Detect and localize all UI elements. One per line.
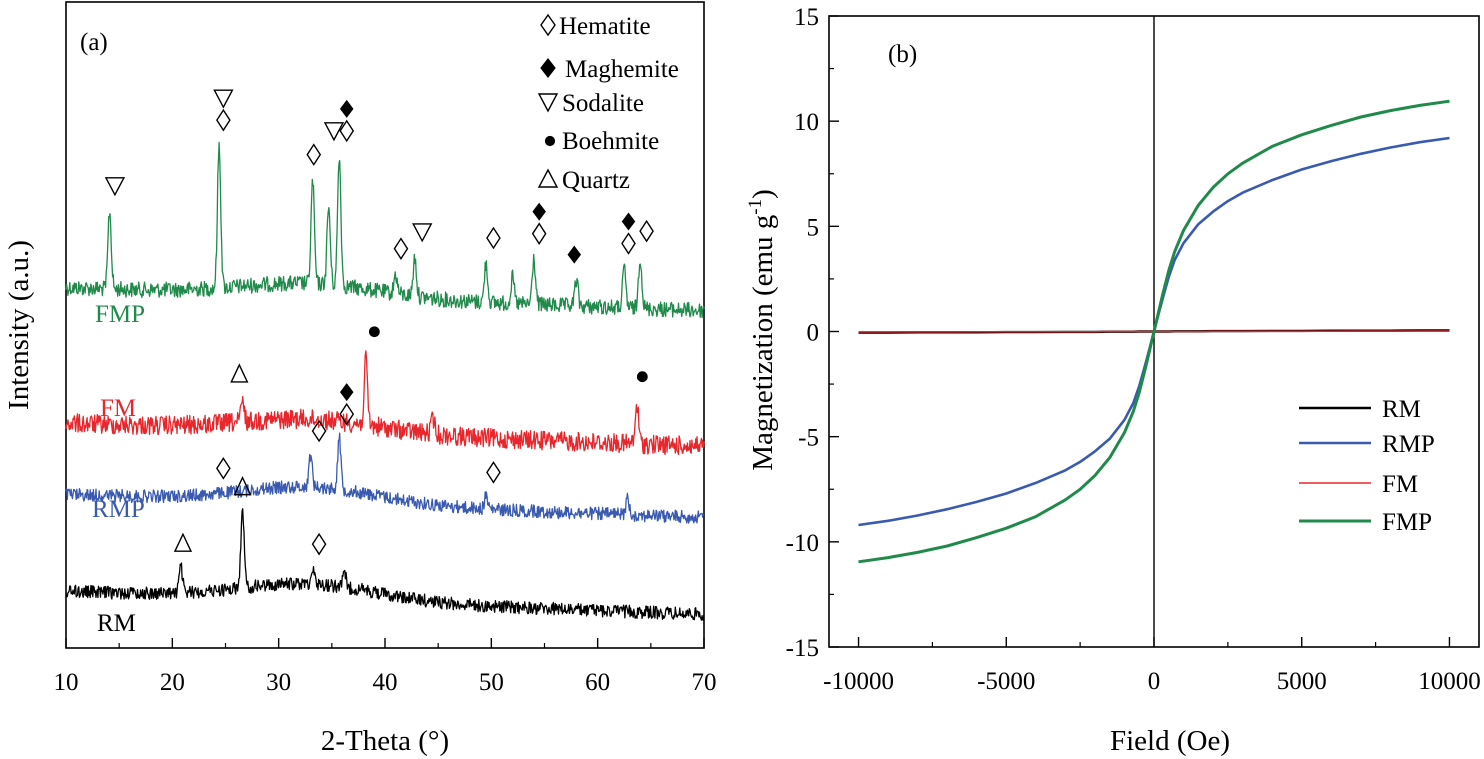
maghemite-marker [339, 383, 354, 402]
quartz-marker [173, 532, 193, 552]
legend-hematite-label: Hematite [559, 13, 651, 40]
xrd-x-tick-label: 40 [373, 669, 398, 696]
hematite-marker [306, 143, 322, 166]
hematite-marker [339, 402, 355, 426]
hematite-marker [311, 419, 327, 443]
maghemite-marker [621, 212, 636, 231]
xrd-panel-tag: (a) [80, 29, 108, 56]
legend-rmp-label: RMP [1382, 431, 1435, 458]
vsm-x-tick-label: 10000 [1418, 668, 1481, 695]
legend-quartz-label: Quartz [562, 167, 630, 194]
hematite-marker [621, 232, 636, 255]
vsm-axis-ticks: -10000 -5000 0 5000 10000 -15 -10 -5 0 5 10 15 [786, 4, 1481, 695]
legend-fmp-label: FMP [1382, 509, 1432, 536]
xrd-series-rmp [65, 432, 705, 524]
xrd-label-rmp: RMP [92, 496, 145, 523]
hematite-marker [216, 457, 231, 480]
legend-boehmite-label: Boehmite [562, 128, 659, 155]
xrd-x-tick-label: 20 [160, 669, 185, 696]
maghemite-marker [567, 245, 582, 264]
boehmite-marker [368, 326, 380, 338]
xrd-label-fmp: FMP [95, 301, 145, 328]
sodalite-marker [104, 177, 126, 197]
legend-open-triangle-up-icon [537, 168, 559, 188]
legend-rm-label: RM [1382, 396, 1421, 423]
vsm-y-axis-title-main: Magnetization (emu g [747, 215, 779, 471]
hematite-marker [639, 219, 654, 243]
xrd-y-axis-title: Intensity (a.u.) [3, 240, 35, 410]
legend-open-triangle-down-icon [537, 93, 559, 113]
boehmite-marker [636, 371, 648, 383]
xrd-x-tick-label: 30 [266, 669, 291, 696]
xrd-x-tick-label: 10 [54, 669, 79, 696]
hematite-marker [486, 461, 501, 484]
hematite-marker [311, 532, 327, 556]
vsm-x-tick-label: -5000 [977, 668, 1035, 695]
sodalite-marker [323, 122, 345, 142]
xrd-series-labels: FMP FM RMP RM [92, 301, 145, 637]
magnetization-panel: (b) -10000 -5000 0 5000 10000-15-10-5051015 … [745, 4, 1481, 757]
legend-fm-label: FM [1382, 471, 1418, 498]
hematite-marker [216, 108, 231, 132]
vsm-y-tick-label: -15 [786, 635, 819, 662]
sodalite-marker [213, 89, 234, 109]
xrd-x-tick-label: 70 [692, 669, 717, 696]
hematite-marker [531, 222, 547, 245]
xrd-panel: (a) 10 20 30 40 50 60 70 FMP FM RMP RM Hematite M… [3, 1, 717, 757]
vsm-y-axis-title-end: ) [747, 189, 779, 199]
vsm-y-tick-label: 15 [794, 4, 819, 31]
vsm-y-axis-title: Magnetization (emu g-1) [745, 189, 779, 471]
legend-open-diamond-icon [540, 13, 556, 37]
legend-maghemite-label: Maghemite [565, 56, 679, 83]
vsm-y-tick-label: -10 [786, 530, 819, 557]
vsm-series-group [858, 99, 1450, 564]
maghemite-marker [532, 202, 546, 221]
xrd-x-tick-label: 60 [585, 669, 610, 696]
vsm-y-tick-label: 5 [807, 214, 820, 241]
vsm-y-tick-label: 10 [794, 109, 819, 136]
xrd-x-tick-label: 50 [479, 669, 504, 696]
xrd-series-fmp [65, 141, 705, 319]
vsm-x-tick-label: 0 [1148, 668, 1161, 695]
vsm-y-axis-title-sup: -1 [745, 199, 766, 215]
xrd-series-fm [65, 350, 705, 456]
hematite-marker [393, 237, 409, 260]
vsm-x-axis-title: Field (Oe) [1110, 725, 1230, 757]
xrd-x-axis-title: 2-Theta (°) [321, 725, 449, 757]
legend-sodalite-label: Sodalite [562, 90, 644, 117]
vsm-x-tick-label: 5000 [1277, 668, 1327, 695]
vsm-panel-tag: (b) [888, 41, 917, 68]
sodalite-marker [412, 223, 433, 243]
vsm-y-tick-label: -5 [798, 425, 819, 452]
xrd-phase-markers [104, 89, 654, 556]
maghemite-marker [339, 99, 354, 118]
xrd-series-rm [65, 508, 705, 621]
xrd-label-rm: RM [97, 610, 136, 637]
xrd-series-group [65, 141, 705, 621]
xrd-x-ticks: 10 20 30 40 50 60 70 [54, 638, 717, 696]
xrd-label-fm: FM [100, 395, 136, 422]
quartz-marker [230, 363, 249, 383]
legend-filled-circle-icon [544, 135, 556, 147]
hematite-marker [339, 119, 355, 143]
vsm-series-fmp [858, 99, 1450, 564]
vsm-legend: RM RMP FM FMP [1299, 396, 1435, 536]
hematite-marker [486, 226, 501, 250]
vsm-y-tick-label: 0 [807, 320, 820, 347]
xrd-legend: Hematite Maghemite Sodalite Boehmite Qua… [537, 13, 679, 194]
legend-filled-diamond-icon [540, 58, 556, 78]
vsm-x-tick-label: -10000 [823, 668, 894, 695]
quartz-marker [233, 475, 252, 496]
